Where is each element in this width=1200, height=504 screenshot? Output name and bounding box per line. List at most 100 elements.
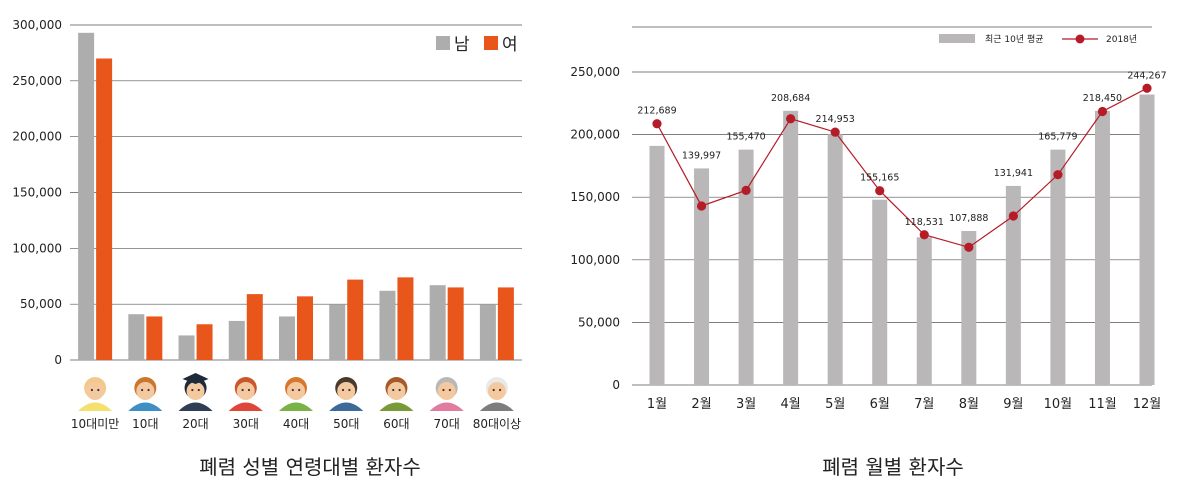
bar-female <box>246 294 263 360</box>
x-category-label: 10월 <box>1044 397 1073 412</box>
x-category-label: 3월 <box>736 397 756 412</box>
x-category-label: 8월 <box>959 397 979 412</box>
left-chart-title: 폐렴 성별 연령대별 환자수 <box>199 455 420 479</box>
avg-bar <box>738 149 754 385</box>
line-2018-marker <box>1097 106 1108 117</box>
icon-eye <box>398 388 401 392</box>
y-tick-label: 150,000 <box>570 190 620 204</box>
icon-eye <box>341 388 345 392</box>
avg-bar <box>827 134 843 385</box>
icon-face <box>186 382 205 400</box>
y-tick-label: 300,000 <box>12 18 62 32</box>
x-category-label: 60대 <box>383 417 409 431</box>
icon-body <box>379 402 414 411</box>
avg-bar <box>1094 110 1110 385</box>
avg-bar <box>916 237 932 385</box>
legend-avg-swatch <box>939 34 975 43</box>
icon-body <box>228 402 263 411</box>
data-label: 155,470 <box>726 132 765 143</box>
icon-body <box>479 402 514 411</box>
x-category-label: 2월 <box>691 397 711 412</box>
icon-eye <box>147 388 150 392</box>
age-gender-bar-chart: 300,000 250,000 200,000 150,000 100,000 50,00… <box>12 18 522 431</box>
y-tick-label: 0 <box>54 353 62 367</box>
icon-eye <box>392 388 395 392</box>
bar-male <box>78 32 95 361</box>
right-legend: 최근 10년 평균 2018년 <box>939 34 1137 45</box>
data-label: 218,450 <box>1083 93 1122 104</box>
legend-2018-marker <box>1075 34 1085 44</box>
x-category-label: 7월 <box>914 397 934 412</box>
icon-body <box>78 402 113 411</box>
x-category-label: 6월 <box>870 397 890 412</box>
monthly-bar-line-chart: 250,000 200,000 150,000 100,000 50,000 0 212,6… <box>570 26 1167 412</box>
icon-face <box>287 382 305 400</box>
icon-eye <box>348 388 351 392</box>
x-category-label: 30대 <box>233 417 259 431</box>
avg-bar <box>694 168 710 385</box>
y-tick-label: 100,000 <box>570 253 620 267</box>
avg-bar <box>961 231 977 385</box>
line-2018-marker <box>1053 170 1063 180</box>
icon-grad-cap <box>182 373 209 384</box>
x-category-label: 80대이상 <box>473 417 521 431</box>
icon-body <box>178 402 213 411</box>
woman-40s-icon <box>279 377 313 411</box>
bar-male <box>479 304 496 360</box>
avg-bar <box>649 145 665 385</box>
line-2018-marker <box>1142 83 1152 93</box>
line-2018-marker <box>830 127 840 137</box>
x-category-label: 50대 <box>333 417 359 431</box>
man-50s-icon <box>329 377 364 411</box>
line-2018-marker <box>786 114 796 124</box>
bar-female <box>497 287 514 360</box>
bar-female <box>196 324 213 360</box>
right-chart-title: 폐렴 월별 환자수 <box>822 455 964 479</box>
icon-eye <box>97 388 100 392</box>
avg-bar <box>1050 149 1066 385</box>
icon-eye <box>291 388 294 392</box>
y-tick-label: 200,000 <box>12 130 62 144</box>
legend-female-swatch <box>484 36 498 50</box>
line-2018-marker <box>696 201 707 211</box>
y-tick-label: 100,000 <box>12 241 62 255</box>
teen-icon <box>128 377 163 411</box>
avg-bar <box>783 110 799 385</box>
icon-face <box>387 382 406 400</box>
bar-male <box>379 290 396 360</box>
bar-male <box>429 285 446 360</box>
x-category-label: 4월 <box>781 397 801 412</box>
icon-eye <box>247 388 251 392</box>
icon-face <box>86 382 105 400</box>
y-tick-label: 50,000 <box>578 315 620 329</box>
line-2018-marker <box>919 230 929 240</box>
icon-eye <box>241 388 244 392</box>
data-label: 212,689 <box>637 106 676 117</box>
x-category-label: 11월 <box>1088 397 1117 412</box>
data-label: 214,953 <box>816 114 855 125</box>
icon-face <box>337 382 356 400</box>
y-tick-label: 150,000 <box>12 186 62 200</box>
icon-eye <box>191 388 194 392</box>
icon-eye <box>141 388 144 392</box>
icon-body <box>128 402 163 411</box>
bar-male <box>128 314 145 360</box>
icon-body <box>329 402 364 411</box>
x-category-label: 1월 <box>647 397 667 412</box>
data-label: 139,997 <box>682 150 721 161</box>
icon-face <box>236 382 255 400</box>
icon-face <box>437 382 456 400</box>
icon-eye <box>298 388 301 392</box>
data-label: 165,779 <box>1038 132 1077 143</box>
bar-female <box>96 58 113 360</box>
x-category-label: 40대 <box>283 417 309 431</box>
woman-30s-icon <box>228 377 263 411</box>
data-label: 244,267 <box>1127 70 1166 81</box>
line-2018-marker <box>875 186 885 196</box>
data-label: 107,888 <box>949 213 988 224</box>
bar-female <box>397 277 414 360</box>
data-label: 155,165 <box>860 173 899 184</box>
bar-male <box>228 320 245 360</box>
icon-eye <box>90 388 94 392</box>
